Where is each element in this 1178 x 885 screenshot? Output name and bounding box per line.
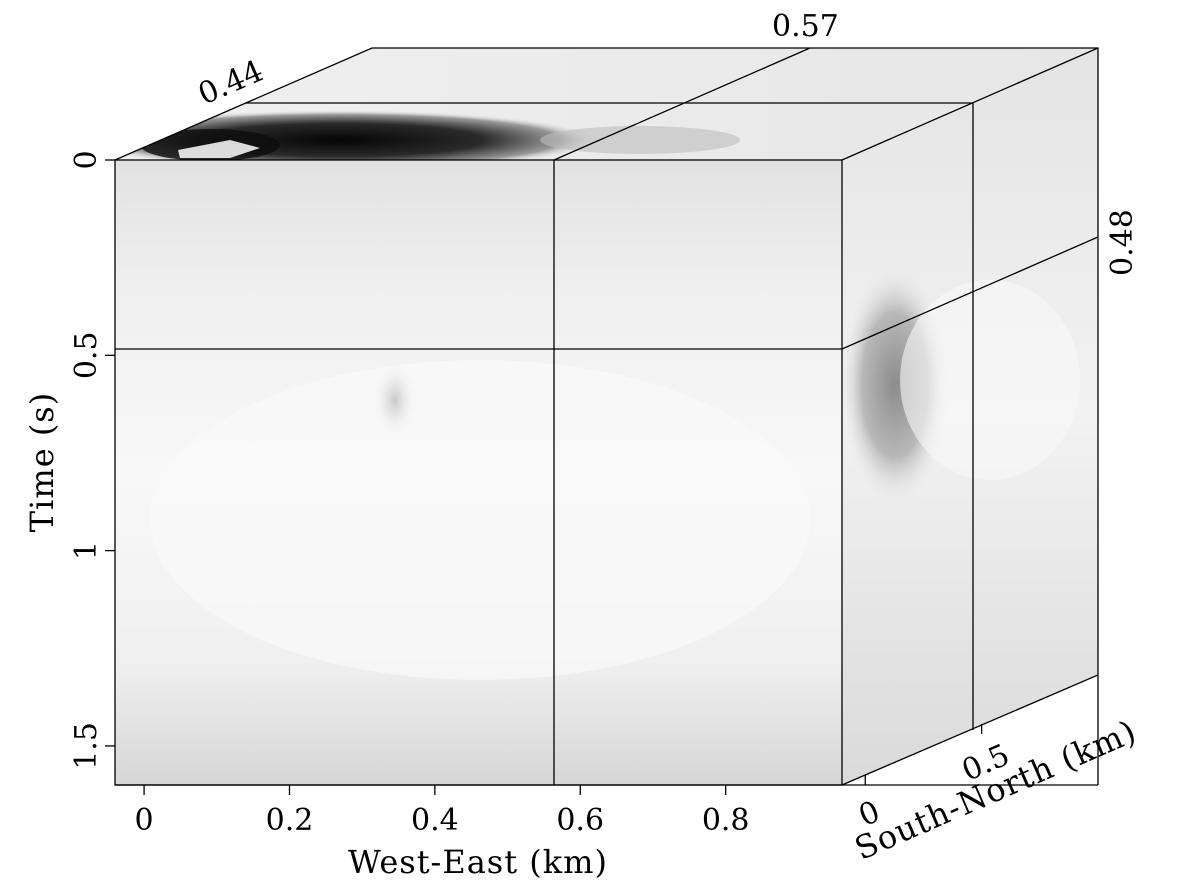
x-tick-label: 0.2 <box>266 803 314 838</box>
slice-line-x-top <box>553 47 811 161</box>
front-face <box>115 160 842 785</box>
axis-lines <box>115 675 1099 786</box>
y-tick-label: 0 <box>69 150 104 169</box>
y-tick-label: 0.5 <box>69 331 104 379</box>
x-tick-label: 0.8 <box>702 803 750 838</box>
y-tick-label: 1.5 <box>69 722 104 770</box>
slice-label-t: 0.48 <box>1105 209 1140 276</box>
slice-lines <box>115 47 1099 785</box>
y-axis-title: Time (s) <box>23 392 61 532</box>
x-axis-title: West-East (km) <box>348 843 608 881</box>
slice-line-t-side <box>841 236 1099 350</box>
side-face <box>842 48 1098 785</box>
slice-label-x: 0.57 <box>772 9 839 44</box>
x-tick-label: 0.6 <box>556 803 604 838</box>
x-tick-label: 0 <box>135 803 154 838</box>
y-ticks: 0 0.5 1 1.5 <box>69 150 115 770</box>
x-tick-label: 0.4 <box>411 803 459 838</box>
top-face <box>115 48 1098 160</box>
x-ticks: 0 0.2 0.4 0.6 0.8 <box>135 785 750 838</box>
front-faint-spot <box>373 362 417 438</box>
y-tick-label: 1 <box>69 541 104 560</box>
